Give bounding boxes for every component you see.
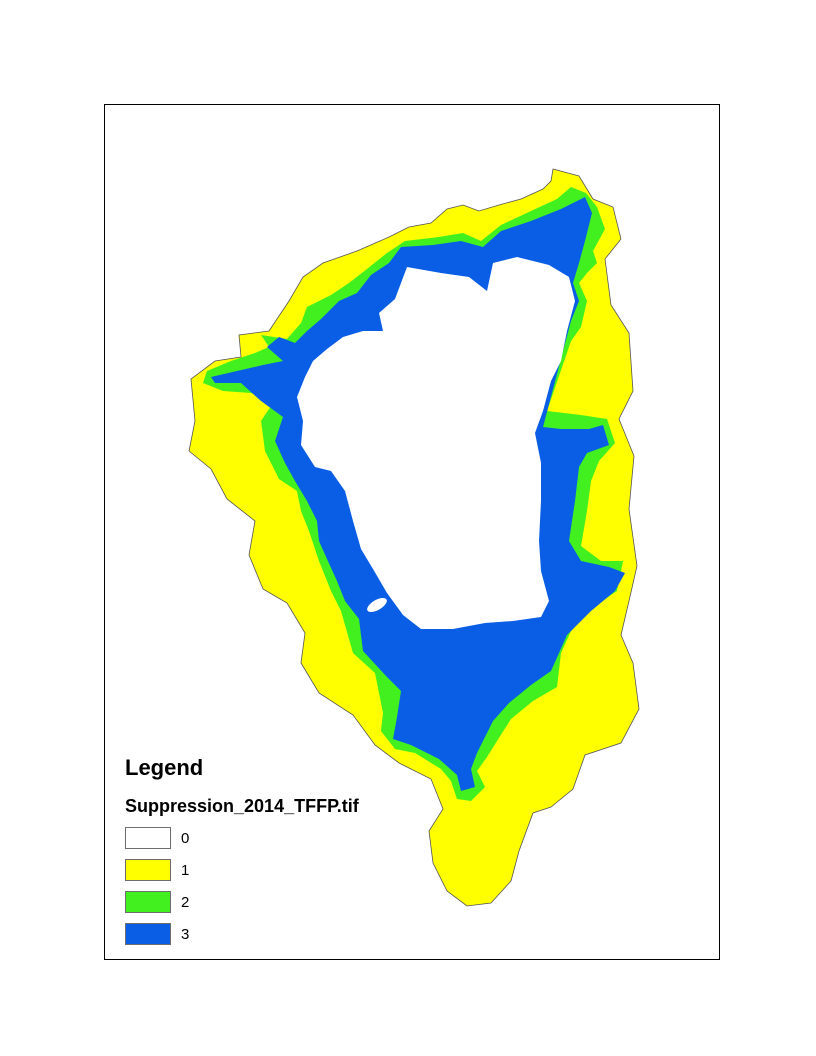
legend-swatch-0 (125, 827, 171, 849)
suppression-zone-0 (297, 257, 575, 629)
legend: Legend Suppression_2014_TFFP.tif 0 1 2 3 (125, 755, 359, 954)
legend-label-3: 3 (181, 925, 190, 943)
legend-title: Legend (125, 755, 204, 780)
island-shape (367, 598, 387, 612)
legend-layer-name: Suppression_2014_TFFP.tif (125, 796, 359, 816)
suppression-raster-map[interactable] (105, 105, 719, 959)
legend-swatch-1 (125, 859, 171, 881)
legend-label-1: 1 (181, 861, 190, 879)
legend-swatch-3 (125, 923, 171, 945)
legend-item-class-0: 0 (125, 826, 359, 850)
legend-swatch-2 (125, 891, 171, 913)
legend-item-class-1: 1 (125, 858, 359, 882)
legend-item-class-3: 3 (125, 922, 359, 946)
legend-item-class-2: 2 (125, 890, 359, 914)
legend-label-0: 0 (181, 829, 190, 847)
map-frame: Legend Suppression_2014_TFFP.tif 0 1 2 3 (104, 104, 720, 960)
legend-label-2: 2 (181, 893, 190, 911)
